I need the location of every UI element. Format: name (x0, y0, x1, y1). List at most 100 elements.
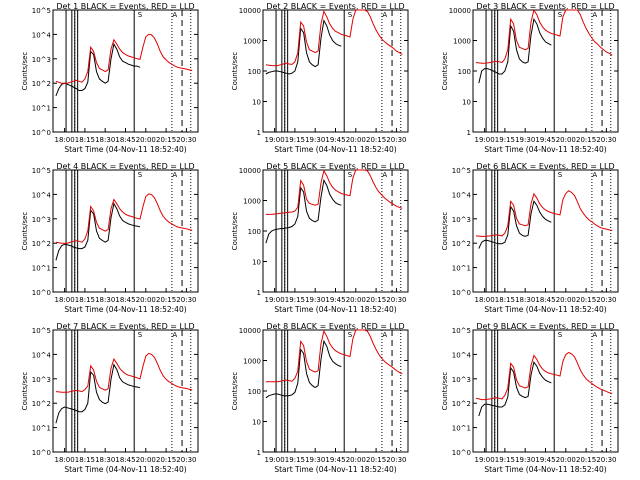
panel-title: Det 6 BLACK = Events, RED = LLD (476, 162, 614, 171)
x-tick-label: 20:00 (136, 296, 156, 304)
y-tick-label: 10 (252, 419, 261, 427)
panel-title: Det 1 BLACK = Events, RED = LLD (56, 2, 194, 11)
y-tick-label: 1 (257, 289, 261, 297)
marker-s: S (348, 11, 353, 19)
series-lld (475, 8, 613, 64)
y-tick-label: 10^4 (32, 191, 52, 199)
x-tick-label: 18:15 (75, 456, 95, 464)
x-axis-label: Start Time (04-Nov-11 18:52:40) (484, 145, 606, 154)
x-tick-label: 18:00 (475, 296, 495, 304)
x-tick-label: 19:45 (535, 136, 555, 144)
x-axis-label: Start Time (04-Nov-11 18:52:40) (274, 305, 396, 314)
y-tick-label: 10^2 (32, 80, 51, 88)
y-tick-label: 10^3 (32, 216, 51, 224)
y-tick-label: 10^2 (32, 400, 51, 408)
panel-title: Det 3 BLACK = Events, RED = LLD (476, 2, 614, 11)
y-tick-label: 100 (248, 388, 261, 396)
x-tick-label: 20:15 (156, 456, 176, 464)
x-tick-label: 20:30 (176, 136, 196, 144)
y-tick-label: 10 (252, 259, 261, 267)
x-axis-label: Start Time (04-Nov-11 18:52:40) (484, 305, 606, 314)
x-tick-label: 19:15 (285, 456, 305, 464)
x-tick-label: 19:00 (475, 136, 495, 144)
x-axis-label: Start Time (04-Nov-11 18:52:40) (64, 145, 186, 154)
panel-det-2: Det 2 BLACK = Events, RED = LLD 1 10 100 100… (231, 2, 409, 154)
y-tick-label: 10^0 (32, 449, 51, 457)
x-tick-label: 19:00 (475, 456, 495, 464)
marker-s: S (558, 11, 563, 19)
series-events (478, 361, 552, 417)
x-tick-label: 19:30 (515, 136, 535, 144)
y-axis-label: Counts/sec (441, 212, 449, 251)
panel-title: Det 7 BLACK = Events, RED = LLD (56, 322, 194, 331)
y-axis-label: Counts/sec (21, 372, 29, 411)
series-events (55, 202, 141, 261)
y-tick-label: 100 (458, 68, 471, 76)
x-tick-label: 20:00 (556, 136, 576, 144)
y-tick-label: 10^0 (452, 449, 471, 457)
x-tick-label: 18:30 (95, 136, 115, 144)
y-tick-label: 10^5 (452, 327, 471, 335)
marker-a: A (592, 331, 597, 339)
x-tick-label: 20:00 (136, 136, 156, 144)
panel-title: Det 2 BLACK = Events, RED = LLD (266, 2, 404, 11)
y-tick-label: 1 (257, 129, 261, 137)
x-tick-label: 18:30 (95, 296, 115, 304)
y-tick-label: 10^5 (32, 327, 51, 335)
panel-det-4: Det 4 BLACK = Events, RED = LLD 10^0 10^1 1… (21, 162, 199, 314)
marker-s: S (138, 331, 143, 339)
y-tick-label: 10^3 (32, 56, 51, 64)
y-tick-label: 1 (467, 129, 471, 137)
x-tick-label: 20:15 (366, 136, 386, 144)
x-tick-label: 18:15 (75, 296, 95, 304)
y-tick-label: 10^5 (452, 167, 471, 175)
series-lld (265, 9, 403, 67)
y-tick-label: 10^1 (452, 425, 471, 433)
panel-title: Det 9 BLACK = Events, RED = LLD (476, 322, 614, 331)
x-tick-label: 19:00 (265, 456, 285, 464)
y-tick-label: 10^4 (32, 31, 52, 39)
x-tick-label: 20:30 (386, 136, 406, 144)
panel-det-8: Det 8 BLACK = Events, RED = LLD 1 10 100 100… (231, 322, 409, 474)
x-axis-label: Start Time (04-Nov-11 18:52:40) (274, 465, 396, 474)
y-tick-label: 10000 (449, 7, 471, 15)
y-tick-label: 10^3 (452, 376, 471, 384)
y-tick-label: 1 (257, 449, 261, 457)
x-tick-label: 19:45 (325, 296, 345, 304)
x-axis-label: Start Time (04-Nov-11 18:52:40) (274, 145, 396, 154)
panel-det-1: Det 1 BLACK = Events, RED = LLD 10^0 10^1 1… (21, 2, 199, 154)
marker-a: A (382, 331, 387, 339)
y-axis-label: Counts/sec (441, 52, 449, 91)
y-tick-label: 10^2 (32, 240, 51, 248)
x-tick-label: 20:30 (386, 456, 406, 464)
y-tick-label: 10^0 (32, 289, 51, 297)
marker-s: S (138, 171, 143, 179)
y-tick-label: 10^4 (32, 351, 52, 359)
y-tick-label: 10^3 (452, 216, 471, 224)
series-events (478, 200, 552, 249)
series-events (265, 178, 342, 244)
x-tick-label: 20:30 (176, 296, 196, 304)
y-tick-label: 1000 (243, 358, 261, 366)
x-tick-label: 20:15 (576, 136, 596, 144)
series-lld (265, 169, 403, 215)
series-lld (55, 33, 193, 84)
x-tick-label: 20:30 (596, 296, 616, 304)
x-tick-label: 19:45 (325, 136, 345, 144)
y-tick-label: 10^4 (452, 191, 472, 199)
y-tick-label: 10^0 (452, 289, 471, 297)
series-lld (475, 190, 613, 237)
panel-det-5: Det 5 BLACK = Events, RED = LLD 1 10 100 100… (231, 162, 409, 314)
y-axis-label: Counts/sec (21, 212, 29, 251)
y-axis-label: Counts/sec (231, 372, 239, 411)
marker-a: A (592, 11, 597, 19)
x-tick-label: 19:15 (495, 136, 515, 144)
x-tick-label: 18:00 (55, 456, 75, 464)
panel-title: Det 4 BLACK = Events, RED = LLD (56, 162, 194, 171)
x-tick-label: 20:00 (556, 456, 576, 464)
x-axis-label: Start Time (04-Nov-11 18:52:40) (484, 465, 606, 474)
panel-title: Det 5 BLACK = Events, RED = LLD (266, 162, 404, 171)
y-tick-label: 10^1 (32, 425, 51, 433)
y-tick-label: 10^2 (452, 240, 471, 248)
